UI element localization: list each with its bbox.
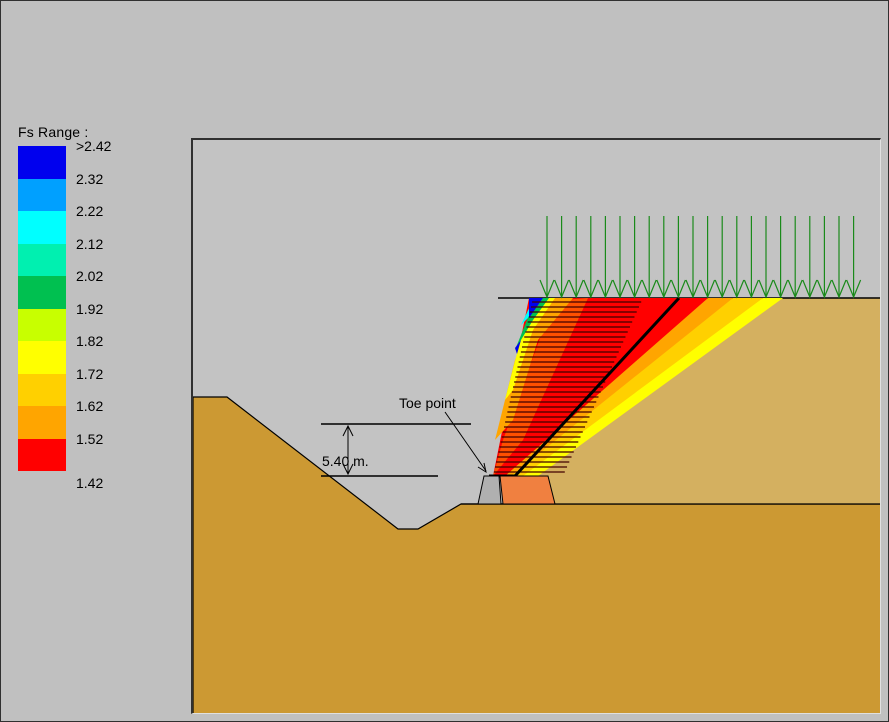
load-arrow-head	[539, 279, 555, 299]
load-arrow-head	[758, 279, 774, 299]
legend-row: 2.12	[18, 236, 158, 276]
legend-label: 2.32	[76, 170, 104, 187]
load-arrow-head	[656, 279, 672, 299]
legend-swatch	[18, 438, 66, 471]
fs-range-legend: Fs Range : >2.42 2.32 2.22 2.12 2.02 1.92 1.82…	[18, 124, 158, 471]
legend-row: >2.42	[18, 138, 158, 179]
surcharge-load-arrows	[539, 216, 862, 299]
load-arrow-head	[627, 279, 643, 299]
fs-band-high	[529, 298, 543, 318]
legend-label: 2.02	[76, 268, 104, 284]
load-arrow-head	[612, 279, 628, 299]
toe-block	[477, 475, 502, 505]
critical-slip-line	[513, 296, 681, 478]
load-arrow-head	[816, 279, 832, 299]
fs-band-high-b	[515, 340, 521, 354]
legend-row: 1.92	[18, 301, 158, 341]
legend-swatch	[18, 211, 66, 244]
legend-swatch	[18, 373, 66, 406]
height-dimension: 5.40 m.	[321, 423, 471, 477]
legend-row: 2.22	[18, 203, 158, 244]
dimension-label: 5.40 m.	[322, 453, 369, 469]
legend-label: 1.62	[76, 398, 104, 414]
fs-band-1.62-inner	[495, 298, 573, 440]
load-arrow-head	[802, 279, 818, 299]
legend-swatch	[18, 178, 66, 211]
load-arrow-head	[846, 279, 862, 299]
load-arrow-head	[729, 279, 745, 299]
legend-label: 1.52	[76, 430, 104, 447]
legend-label: 1.92	[76, 300, 104, 317]
legend-row: 1.72	[18, 366, 158, 406]
load-arrow-head	[714, 279, 730, 299]
legend-row: 1.52	[18, 431, 158, 471]
load-arrow-head	[583, 279, 599, 299]
legend-swatch	[18, 341, 66, 374]
load-arrow-head	[773, 279, 789, 299]
slice-hatch-lines	[493, 301, 642, 473]
legend-swatch	[18, 308, 66, 341]
wall-footing	[499, 475, 556, 505]
legend-label: 1.82	[76, 333, 104, 349]
legend-swatch	[18, 276, 66, 309]
legend-swatch	[18, 146, 66, 179]
load-arrow-head	[787, 279, 803, 299]
load-arrow-head	[743, 279, 759, 299]
slope-diagram-view: 5.40 m. Toe point	[191, 138, 881, 714]
load-arrow-head	[685, 279, 701, 299]
legend-swatch	[18, 406, 66, 439]
load-arrow-head	[597, 279, 613, 299]
legend-row: 1.82	[18, 333, 158, 374]
fs-band-1.82-inner	[505, 298, 555, 400]
load-arrow-head	[641, 279, 657, 299]
load-arrow-head	[700, 279, 716, 299]
slope-diagram: 5.40 m. Toe point	[193, 216, 880, 713]
legend-label: 2.12	[76, 235, 104, 252]
legend-swatch	[18, 243, 66, 276]
toe-point-label: Toe point	[399, 395, 456, 411]
legend-row: 1.62	[18, 398, 158, 439]
legend-rows: >2.42 2.32 2.22 2.12 2.02 1.92 1.82 1.72 1.62 1.5…	[18, 138, 158, 471]
load-arrow-head	[831, 279, 847, 299]
load-arrow-head	[670, 279, 686, 299]
legend-title: Fs Range :	[18, 124, 89, 140]
legend-min-label: 1.42	[76, 475, 104, 491]
legend-label: >2.42	[76, 138, 112, 154]
load-arrow-head	[568, 279, 584, 299]
legend-label: 2.22	[76, 203, 104, 219]
legend-label: 1.72	[76, 365, 104, 382]
legend-row: 2.32	[18, 171, 158, 211]
load-arrow-head	[554, 279, 570, 299]
toe-point-annotation: Toe point	[399, 395, 487, 474]
legend-row: 2.02	[18, 268, 158, 309]
